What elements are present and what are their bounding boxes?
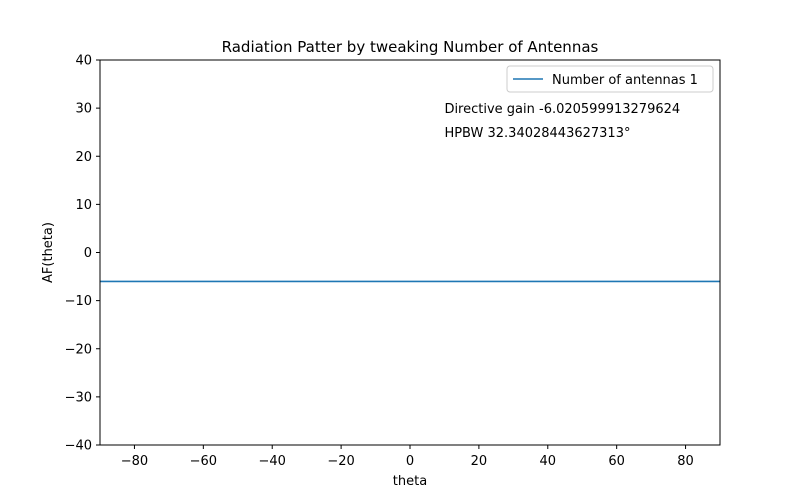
legend: Number of antennas 1 [506,65,714,93]
legend-entry-label: Number of antennas 1 [552,73,698,88]
x-tick-label: 40 [540,454,557,469]
x-tick-label: −80 [121,454,148,469]
y-tick-label: −20 [65,342,92,357]
x-tick-label: 20 [471,454,488,469]
x-tick-label: −20 [327,454,354,469]
annotation-text: HPBW 32.34028443627313° [444,126,630,141]
y-tick-label: 10 [75,198,92,213]
y-tick-label: 40 [75,54,92,69]
y-tick-label: −10 [65,294,92,309]
y-tick-label: −40 [65,439,92,454]
x-tick-label: 0 [406,454,414,469]
x-tick-label: 60 [608,454,625,469]
plot-frame [99,59,721,446]
annotations: Directive gain -6.020599913279624 HPBW 32… [444,102,680,141]
annotation-text: Directive gain -6.020599913279624 [444,102,680,117]
y-tick-label: 0 [84,246,92,261]
x-tick-label: −40 [259,454,286,469]
chart-title: Radiation Patter by tweaking Number of A… [222,38,599,56]
x-tick-label: 80 [677,454,694,469]
y-tick-label: 30 [75,102,92,117]
y-tick-label: −30 [65,390,92,405]
y-tick-label: 20 [75,150,92,165]
y-axis-label: AF(theta) [41,222,56,283]
legend-frame [506,65,714,93]
x-tick-label: −60 [190,454,217,469]
x-axis-ticks: −80 −60 −40 −20 0 20 40 60 80 [121,445,694,469]
y-axis-ticks: −40 −30 −20 −10 0 10 20 30 40 [65,54,100,454]
x-axis-label: theta [393,474,427,489]
